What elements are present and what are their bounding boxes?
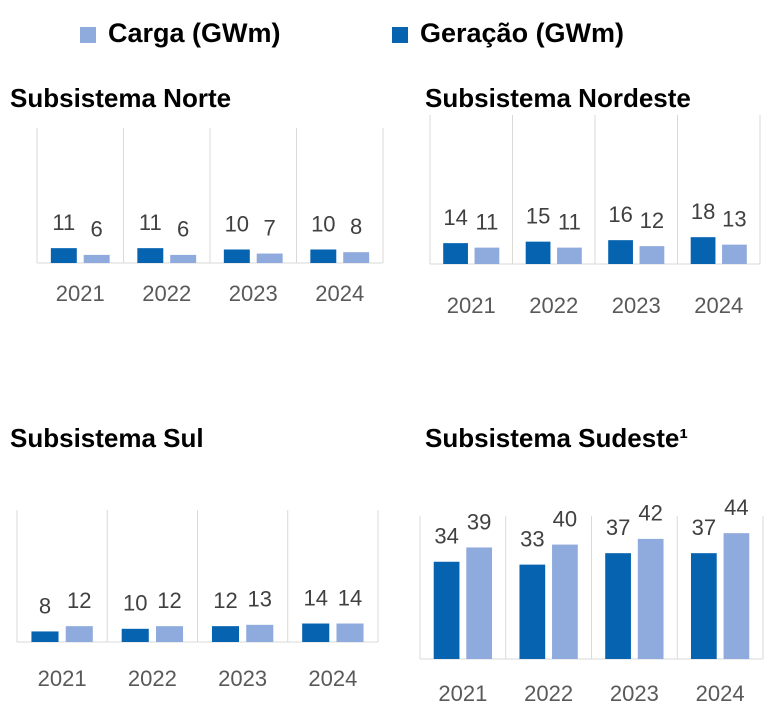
data-label: 11: [558, 209, 581, 234]
bar: [31, 631, 59, 642]
bar: [256, 253, 283, 263]
x-tick-label: 2023: [610, 681, 659, 706]
data-label: 18: [691, 199, 715, 224]
data-label: 11: [139, 210, 162, 235]
data-label: 11: [476, 209, 499, 234]
data-label: 33: [520, 526, 544, 551]
bar: [722, 244, 747, 264]
bar: [723, 533, 750, 659]
data-label: 10: [225, 211, 249, 236]
bar: [137, 248, 164, 263]
x-tick-label: 2021: [447, 293, 496, 318]
bar: [557, 247, 582, 264]
bar: [637, 538, 664, 659]
bar: [525, 241, 551, 264]
bar: [608, 240, 633, 264]
x-tick-label: 2022: [128, 666, 177, 691]
data-label: 6: [177, 217, 189, 242]
data-label: 10: [311, 211, 335, 236]
bar: [155, 626, 184, 642]
x-tick-label: 2023: [229, 281, 278, 306]
data-label: 14: [338, 585, 362, 610]
bar: [433, 561, 460, 659]
data-label: 12: [640, 208, 664, 233]
data-label: 40: [553, 506, 577, 531]
bar: [474, 247, 500, 264]
data-label: 39: [467, 509, 491, 534]
data-label: 10: [123, 591, 147, 616]
bar: [121, 628, 149, 642]
data-label: 11: [52, 210, 75, 235]
x-tick-label: 2024: [315, 281, 364, 306]
bar: [639, 246, 665, 264]
data-label: 7: [264, 215, 276, 240]
bar: [443, 243, 468, 264]
data-label: 14: [443, 205, 467, 230]
data-label: 34: [434, 524, 458, 549]
bar: [336, 623, 364, 642]
x-tick-label: 2024: [308, 666, 357, 691]
legend-label: Geração (GWm): [420, 18, 624, 48]
chart-title: Subsistema Sul: [10, 423, 204, 453]
legend-label: Carga (GWm): [108, 18, 281, 48]
bar: [246, 624, 274, 642]
x-tick-label: 2021: [38, 666, 87, 691]
x-tick-label: 2022: [142, 281, 191, 306]
data-label: 44: [724, 495, 748, 520]
chart-title: Subsistema Sudeste¹: [425, 423, 688, 453]
bar: [519, 564, 546, 659]
data-label: 13: [248, 587, 272, 612]
x-tick-label: 2021: [56, 281, 105, 306]
data-label: 8: [39, 593, 51, 618]
bar: [211, 626, 240, 642]
x-tick-label: 2021: [438, 681, 487, 706]
legend-marker: [392, 27, 408, 43]
bar: [605, 553, 631, 659]
bar: [83, 254, 110, 263]
bar: [50, 248, 77, 263]
bar: [310, 249, 337, 263]
x-tick-label: 2024: [696, 681, 745, 706]
data-label: 42: [638, 501, 662, 526]
data-label: 37: [692, 515, 716, 540]
bar: [223, 249, 250, 263]
chart-title: Subsistema Norte: [10, 83, 231, 113]
data-label: 12: [157, 588, 181, 613]
bar: [65, 626, 93, 642]
chart-title: Subsistema Nordeste: [425, 83, 691, 113]
x-tick-label: 2024: [694, 293, 743, 318]
data-label: 12: [67, 588, 91, 613]
x-tick-label: 2023: [612, 293, 661, 318]
bar: [343, 252, 370, 263]
data-label: 37: [606, 515, 630, 540]
bar: [170, 254, 197, 263]
data-label: 8: [350, 214, 362, 239]
data-label: 6: [91, 217, 103, 242]
x-tick-label: 2022: [529, 293, 578, 318]
bar: [690, 237, 716, 264]
data-label: 15: [526, 203, 550, 228]
data-label: 13: [722, 206, 746, 231]
legend-marker: [80, 27, 96, 43]
x-tick-label: 2022: [524, 681, 573, 706]
bar: [552, 544, 578, 659]
data-label: 16: [608, 202, 632, 227]
x-tick-label: 2023: [218, 666, 267, 691]
data-label: 12: [213, 588, 237, 613]
bar: [302, 623, 330, 642]
bar: [690, 553, 717, 659]
data-label: 14: [303, 585, 327, 610]
bar: [466, 547, 493, 659]
